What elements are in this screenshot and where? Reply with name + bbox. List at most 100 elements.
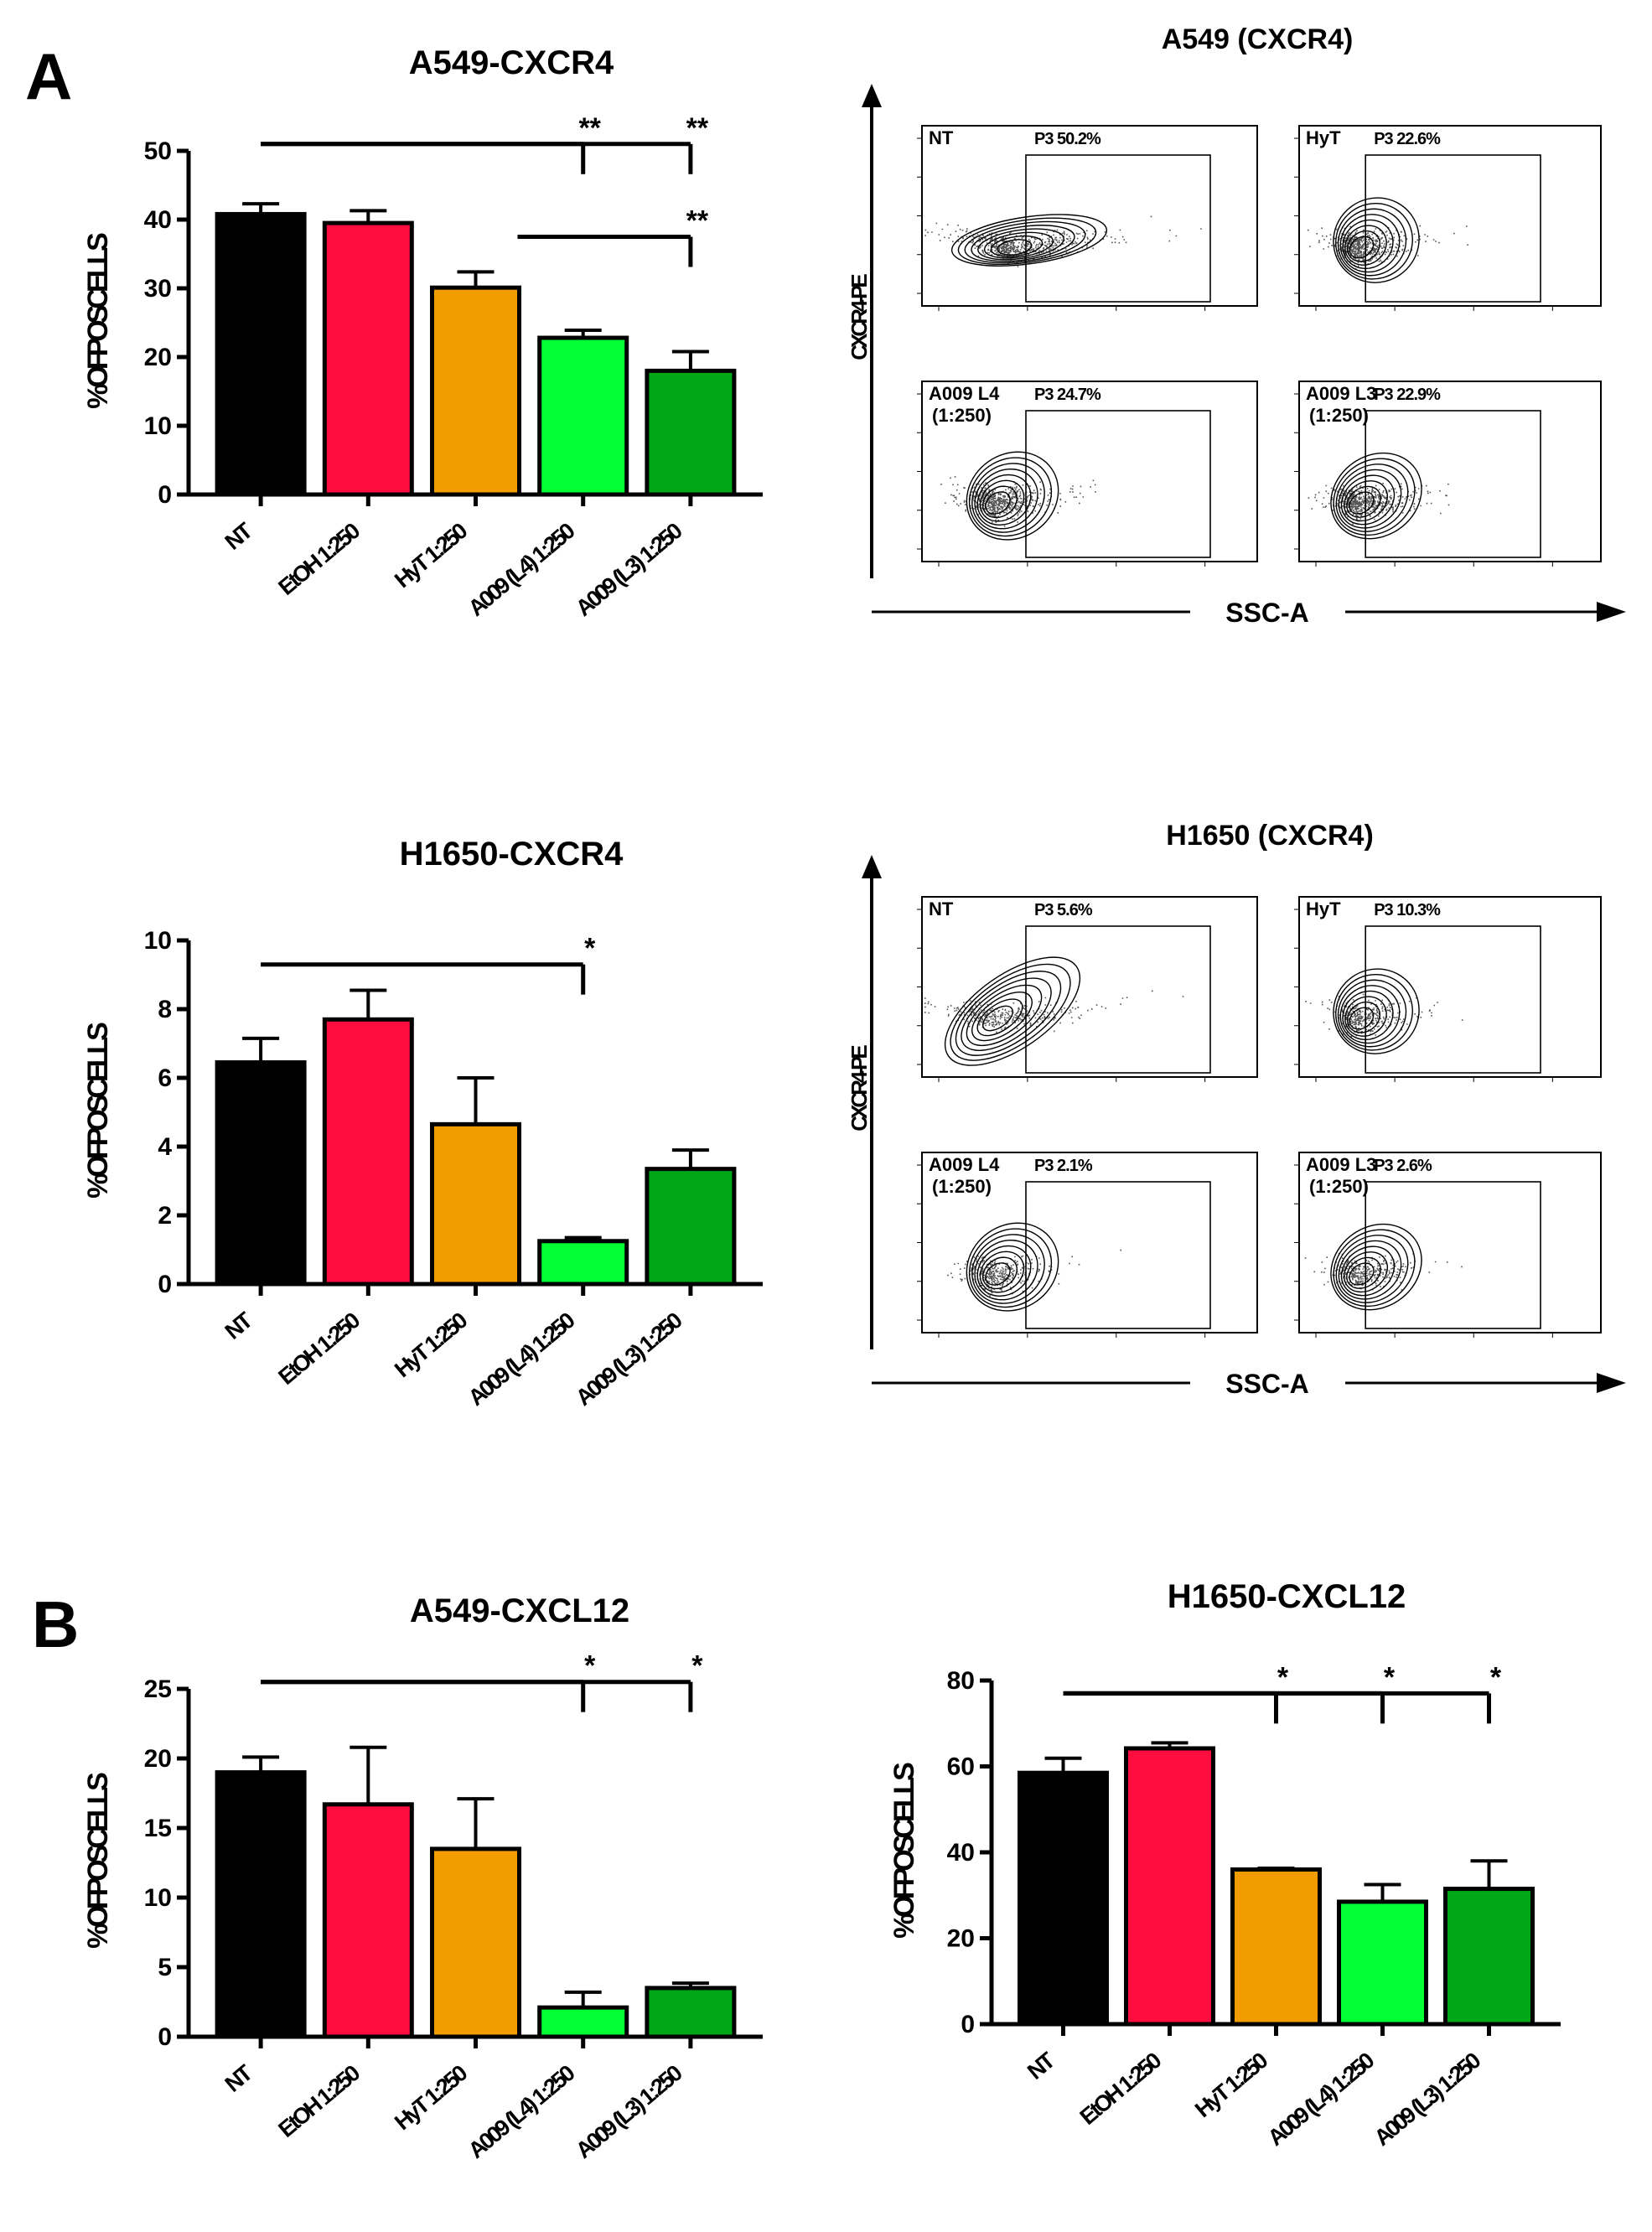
chart-a549-cxcr4: A549-CXCR4 %OFPOSCELLS 0 10 20 30 40 50 NT EtOH 1…: [82, 44, 763, 621]
bar-a009-l3: [645, 1167, 737, 1287]
flow-plot-sublabel: (1:250): [1309, 1176, 1369, 1197]
flow-contour: [1346, 230, 1381, 262]
flow-contour: [1349, 1262, 1375, 1286]
flow-contour: [971, 1234, 1045, 1304]
flow-contour: [985, 491, 1011, 515]
x-tick-label: EtOH 1:250: [273, 2060, 364, 2142]
flow-title: H1650 (CXCR4): [1166, 820, 1374, 852]
y-tick-label: 0: [158, 481, 172, 509]
bar-hyt: [1230, 1867, 1322, 2027]
bar-a009-l3: [1443, 1887, 1535, 2027]
flow-contour: [1340, 474, 1396, 526]
flow-contour: [950, 963, 1071, 1061]
flow-contour: [968, 457, 1053, 537]
y-tick-label: 25: [144, 1675, 172, 1703]
flow-contour: [1344, 996, 1387, 1037]
bar-a009-l3: [645, 1986, 737, 2039]
flow-contour: [979, 1251, 1025, 1293]
flow-contour: [976, 1245, 1032, 1297]
x-tick-label: EtOH 1:250: [273, 518, 364, 600]
flow-title: A549 (CXCR4): [1162, 23, 1354, 55]
flow-contour: [944, 956, 1081, 1066]
flow-plot-label: NT: [929, 127, 954, 148]
x-tick-label: EtOH 1:250: [273, 1308, 364, 1390]
flow-contour: [974, 1240, 1038, 1301]
x-tick-label: EtOH 1:250: [1075, 2048, 1166, 2130]
flow-contour: [1339, 214, 1401, 273]
flow-contour: [981, 1005, 1014, 1032]
flow-x-axis-label: SSC-A: [1225, 1369, 1309, 1399]
flow-plot-label: NT: [929, 898, 954, 919]
flow-contour: [1339, 985, 1401, 1044]
flow-plot-frame: [921, 896, 1258, 1078]
y-tick-label: 10: [144, 412, 172, 440]
x-tick-label: HyT 1:250: [390, 1308, 472, 1382]
flow-contour: [1344, 225, 1387, 266]
flow-plot-label: A009 L4: [929, 1154, 1000, 1175]
flow-contour: [997, 239, 1033, 256]
flow-panel-a549: A549 (CXCR4) CXCR4-PE SSC-A NT P3 50.2% HyT P3…: [847, 23, 1626, 628]
significance-mark: **: [686, 205, 709, 237]
flow-plot: A009 L4(1:250) P3 24.7%: [917, 381, 1258, 567]
flow-contour: [1333, 458, 1416, 536]
x-tick-label: A009 (L4) 1:250: [1263, 2048, 1379, 2151]
flow-plot: A009 L4(1:250) P3 2.1%: [917, 1152, 1258, 1338]
flow-contour: [1338, 469, 1402, 529]
flow-contour: [1333, 197, 1420, 283]
flow-gate: [1025, 154, 1211, 303]
flow-events: [1304, 1252, 1463, 1297]
y-tick-label: 2: [158, 1202, 172, 1230]
y-tick-label: 50: [144, 137, 172, 165]
flow-contour: [990, 235, 1044, 257]
flow-contour: [976, 474, 1032, 526]
flow-contour: [1342, 219, 1394, 270]
flow-y-axis-label: CXCR4-PE: [847, 274, 872, 360]
y-tick-label: 40: [144, 206, 172, 234]
flow-plot-sublabel: (1:250): [932, 405, 992, 426]
flow-contour: [957, 217, 1097, 266]
flow-events: [940, 476, 1096, 527]
y-tick-label: 30: [144, 275, 172, 303]
flow-contour: [971, 463, 1045, 533]
y-tick-label: 80: [947, 1667, 975, 1695]
flow-contour: [1342, 990, 1394, 1041]
flow-contour: [1349, 1007, 1375, 1030]
y-axis-label: %OFPOSCELLS: [82, 233, 114, 409]
significance-mark: **: [686, 112, 709, 144]
flow-contour: [966, 451, 1059, 541]
x-tick-label: NT: [1023, 2047, 1060, 2084]
y-tick-label: 40: [947, 1839, 975, 1867]
flow-plot: HyT P3 22.6%: [1294, 125, 1602, 311]
x-tick-label: A009 (L4) 1:250: [463, 2060, 579, 2163]
bar-etoh: [322, 1802, 414, 2039]
flow-gate: [1365, 1181, 1541, 1329]
y-arrow-head: [862, 84, 882, 107]
flow-contour: [982, 485, 1018, 519]
flow-contour: [1335, 463, 1409, 532]
flow-contour: [1344, 480, 1388, 522]
flow-plot-label: A009 L3: [1306, 383, 1376, 404]
flow-contour: [1337, 979, 1407, 1048]
x-arrow-head: [1597, 1373, 1626, 1393]
flow-plot-label: HyT: [1306, 898, 1341, 919]
flow-plot: NT P3 50.2%: [917, 125, 1258, 311]
flow-gate: [1365, 410, 1541, 558]
y-tick-label: 5: [158, 1954, 172, 1981]
flow-events: [1308, 225, 1468, 270]
flow-contour: [1344, 1251, 1388, 1293]
flow-gate-label: P3 10.3%: [1374, 901, 1441, 919]
x-tick-label: NT: [220, 2059, 258, 2097]
chart-title: A549-CXCR4: [409, 44, 614, 81]
flow-gate-label: P3 50.2%: [1034, 130, 1101, 148]
chart-h1650-cxcr4: H1650-CXCR4 %OFPOSCELLS 0 2 4 6 8 10 NT EtOH 1:25…: [82, 836, 763, 1411]
y-tick-label: 8: [158, 996, 172, 1023]
flow-gate: [1025, 925, 1211, 1074]
flow-contour: [1346, 1001, 1381, 1033]
flow-plot: NT P3 5.6%: [917, 896, 1258, 1082]
flow-plot-frame: [1298, 896, 1602, 1078]
bar-nt: [1018, 1770, 1109, 2027]
flow-contour: [1340, 1245, 1396, 1297]
y-tick-label: 6: [158, 1064, 172, 1092]
flow-gate-label: P3 5.6%: [1034, 901, 1093, 919]
flow-contour: [961, 977, 1052, 1052]
